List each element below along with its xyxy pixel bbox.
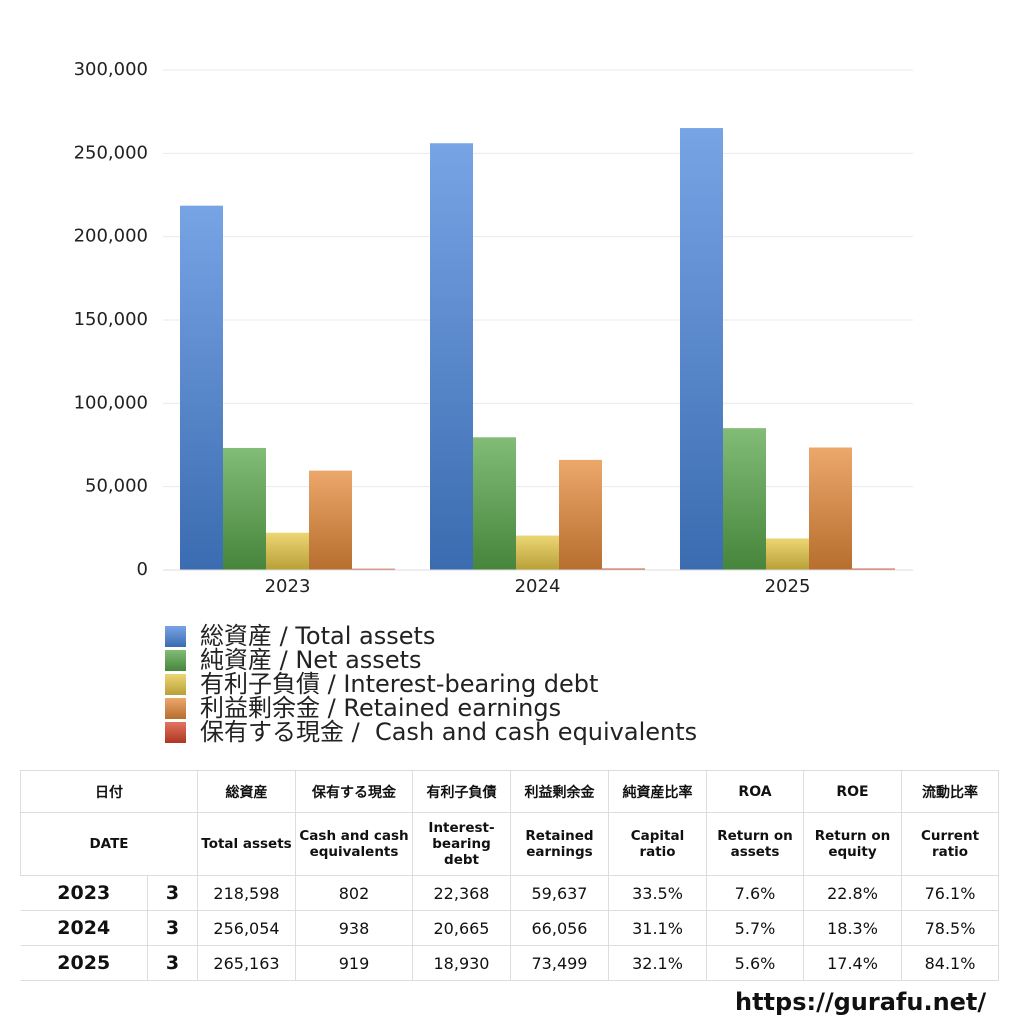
table-cell: 3: [147, 875, 198, 911]
bar: [602, 568, 645, 570]
y-tick-label: 300,000: [74, 59, 148, 80]
header-cell: Cash and cash equivalents: [295, 812, 413, 876]
table-cell: 265,163: [197, 945, 296, 981]
table-cell: 78.5%: [901, 910, 999, 946]
header-cell: ROA: [706, 770, 804, 813]
header-cell: 総資産: [197, 770, 296, 813]
table-cell: 919: [295, 945, 413, 981]
header-cell: Return on equity: [803, 812, 902, 876]
table-cell: 59,637: [510, 875, 609, 911]
header-cell: 純資産比率: [608, 770, 707, 813]
x-tick-label: 2025: [765, 576, 811, 597]
table-cell: 31.1%: [608, 910, 707, 946]
table-cell: 802: [295, 875, 413, 911]
bar: [473, 437, 516, 570]
table-cell: 7.6%: [706, 875, 804, 911]
header-cell: 保有する現金: [295, 770, 413, 813]
table-cell: 218,598: [197, 875, 296, 911]
table-cell: 22,368: [412, 875, 511, 911]
header-cell: Retained earnings: [510, 812, 609, 876]
legend-swatch: [165, 674, 186, 695]
bar: [766, 538, 809, 570]
chart: 0 50,000 100,000 150,000 200,000 250,000 300,0…: [74, 59, 913, 746]
y-tick-label: 0: [137, 559, 148, 580]
header-cell: 流動比率: [901, 770, 999, 813]
bar: [809, 447, 852, 570]
footer-url: https://gurafu.net/: [735, 988, 987, 1016]
header-cell: 利益剰余金: [510, 770, 609, 813]
header-cell: Interest-bearing debt: [412, 812, 511, 876]
y-tick-label: 200,000: [74, 226, 148, 247]
table-cell: 84.1%: [901, 945, 999, 981]
header-cell: Return on assets: [706, 812, 804, 876]
table-cell: 17.4%: [803, 945, 902, 981]
data-row: 2023 3 218,598 802 22,368 59,637 33.5% 7.6% 22.8…: [20, 875, 999, 911]
table-cell: 256,054: [197, 910, 296, 946]
x-tick-label: 2024: [515, 576, 561, 597]
y-tick-label: 100,000: [74, 392, 148, 413]
bar: [680, 128, 723, 571]
header-cell: 日付: [20, 770, 198, 813]
y-tick-label: 50,000: [85, 476, 148, 497]
legend-label: 純資産 / Net assets: [200, 646, 422, 674]
legend-swatch: [165, 698, 186, 719]
y-tick-label: 150,000: [74, 309, 148, 330]
table-cell: 18,930: [412, 945, 511, 981]
table-cell: 3: [147, 910, 198, 946]
legend-label: 総資産 / Total assets: [200, 622, 435, 650]
header-cell: Capital ratio: [608, 812, 707, 876]
header-row: DATE Total assets Cash and cash equivalent…: [20, 812, 999, 876]
data-table: 日付 総資産 保有する現金 有利子負債 利益剰余金 純資産比率 ROA ROE 流動比率 DATE…: [20, 770, 999, 981]
bar: [559, 459, 602, 570]
table-cell: 2024: [20, 910, 148, 946]
table-cell: 73,499: [510, 945, 609, 981]
bar: [516, 535, 559, 570]
legend-label: 保有する現金 / Cash and cash equivalents: [200, 718, 697, 746]
header-row: 日付 総資産 保有する現金 有利子負債 利益剰余金 純資産比率 ROA ROE 流動比率: [20, 770, 999, 813]
bar: [309, 470, 352, 570]
table-cell: 2023: [20, 875, 148, 911]
header-cell: Total assets: [197, 812, 296, 876]
header-cell: DATE: [20, 812, 198, 876]
header-cell: 有利子負債: [412, 770, 511, 813]
table-cell: 3: [147, 945, 198, 981]
table-cell: 76.1%: [901, 875, 999, 911]
header-cell: ROE: [803, 770, 902, 813]
bar: [852, 568, 895, 570]
legend-swatch: [165, 650, 186, 671]
legend-swatch: [165, 722, 186, 743]
legend-label: 利益剰余金 / Retained earnings: [200, 694, 561, 722]
bar: [266, 532, 309, 570]
legend-label: 有利子負債 / Interest-bearing debt: [200, 670, 598, 698]
bar: [180, 205, 223, 571]
bar: [223, 447, 266, 570]
bar: [723, 428, 766, 570]
table-cell: 33.5%: [608, 875, 707, 911]
header-cell: Current ratio: [901, 812, 999, 876]
table-cell: 938: [295, 910, 413, 946]
table-cell: 32.1%: [608, 945, 707, 981]
x-tick-label: 2023: [265, 576, 311, 597]
table-cell: 5.6%: [706, 945, 804, 981]
table-cell: 66,056: [510, 910, 609, 946]
bar: [430, 143, 473, 570]
table-cell: 20,665: [412, 910, 511, 946]
table-cell: 5.7%: [706, 910, 804, 946]
bar: [352, 568, 395, 570]
legend-swatch: [165, 626, 186, 647]
y-tick-label: 250,000: [74, 142, 148, 163]
data-row: 2024 3 256,054 938 20,665 66,056 31.1% 5.7% 18.3…: [20, 910, 999, 946]
table-cell: 22.8%: [803, 875, 902, 911]
table-cell: 18.3%: [803, 910, 902, 946]
table-cell: 2025: [20, 945, 148, 981]
data-row: 2025 3 265,163 919 18,930 73,499 32.1% 5.6% 17.4…: [20, 945, 999, 981]
